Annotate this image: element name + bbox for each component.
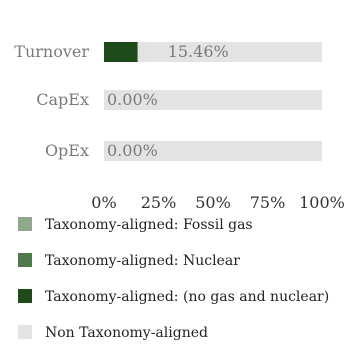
bar-capex-series-3 [104, 90, 322, 110]
legend-label: Taxonomy-aligned: (no gas and nuclear) [45, 289, 329, 305]
legend-label: Non Taxonomy-aligned [45, 325, 208, 341]
bar-turnover-series-3 [137, 42, 322, 62]
legend-label: Taxonomy-aligned: Nuclear [45, 253, 240, 269]
legend-swatch [18, 253, 32, 267]
bar-turnover-series-2 [104, 42, 138, 62]
category-label-opex: OpEx [45, 141, 89, 160]
x-tick-label: 50% [195, 193, 231, 212]
x-tick-label: 75% [250, 193, 286, 212]
legend-swatch [18, 325, 32, 339]
category-label-turnover: Turnover [14, 42, 89, 61]
bar-opex-series-3 [104, 141, 322, 161]
value-label-opex: 0.00% [107, 141, 158, 160]
x-tick-label: 100% [299, 193, 345, 212]
legend: Taxonomy-aligned: Fossil gas Taxonomy-ali… [18, 217, 329, 341]
x-tick-label: 25% [141, 193, 177, 212]
category-label-capex: CapEx [36, 90, 89, 109]
value-label-capex: 0.00% [107, 90, 158, 109]
legend-swatch [18, 217, 32, 231]
legend-label: Taxonomy-aligned: Fossil gas [45, 217, 253, 233]
x-tick-label: 0% [91, 193, 116, 212]
x-axis-ticks: 0% 25% 50% 75% 100% [91, 193, 345, 212]
legend-swatch [18, 289, 32, 303]
value-labels: 15.46% 0.00% 0.00% [107, 42, 229, 160]
category-labels: Turnover CapEx OpEx [14, 42, 89, 160]
bars-group [104, 42, 322, 161]
value-label-turnover: 15.46% [168, 42, 229, 61]
